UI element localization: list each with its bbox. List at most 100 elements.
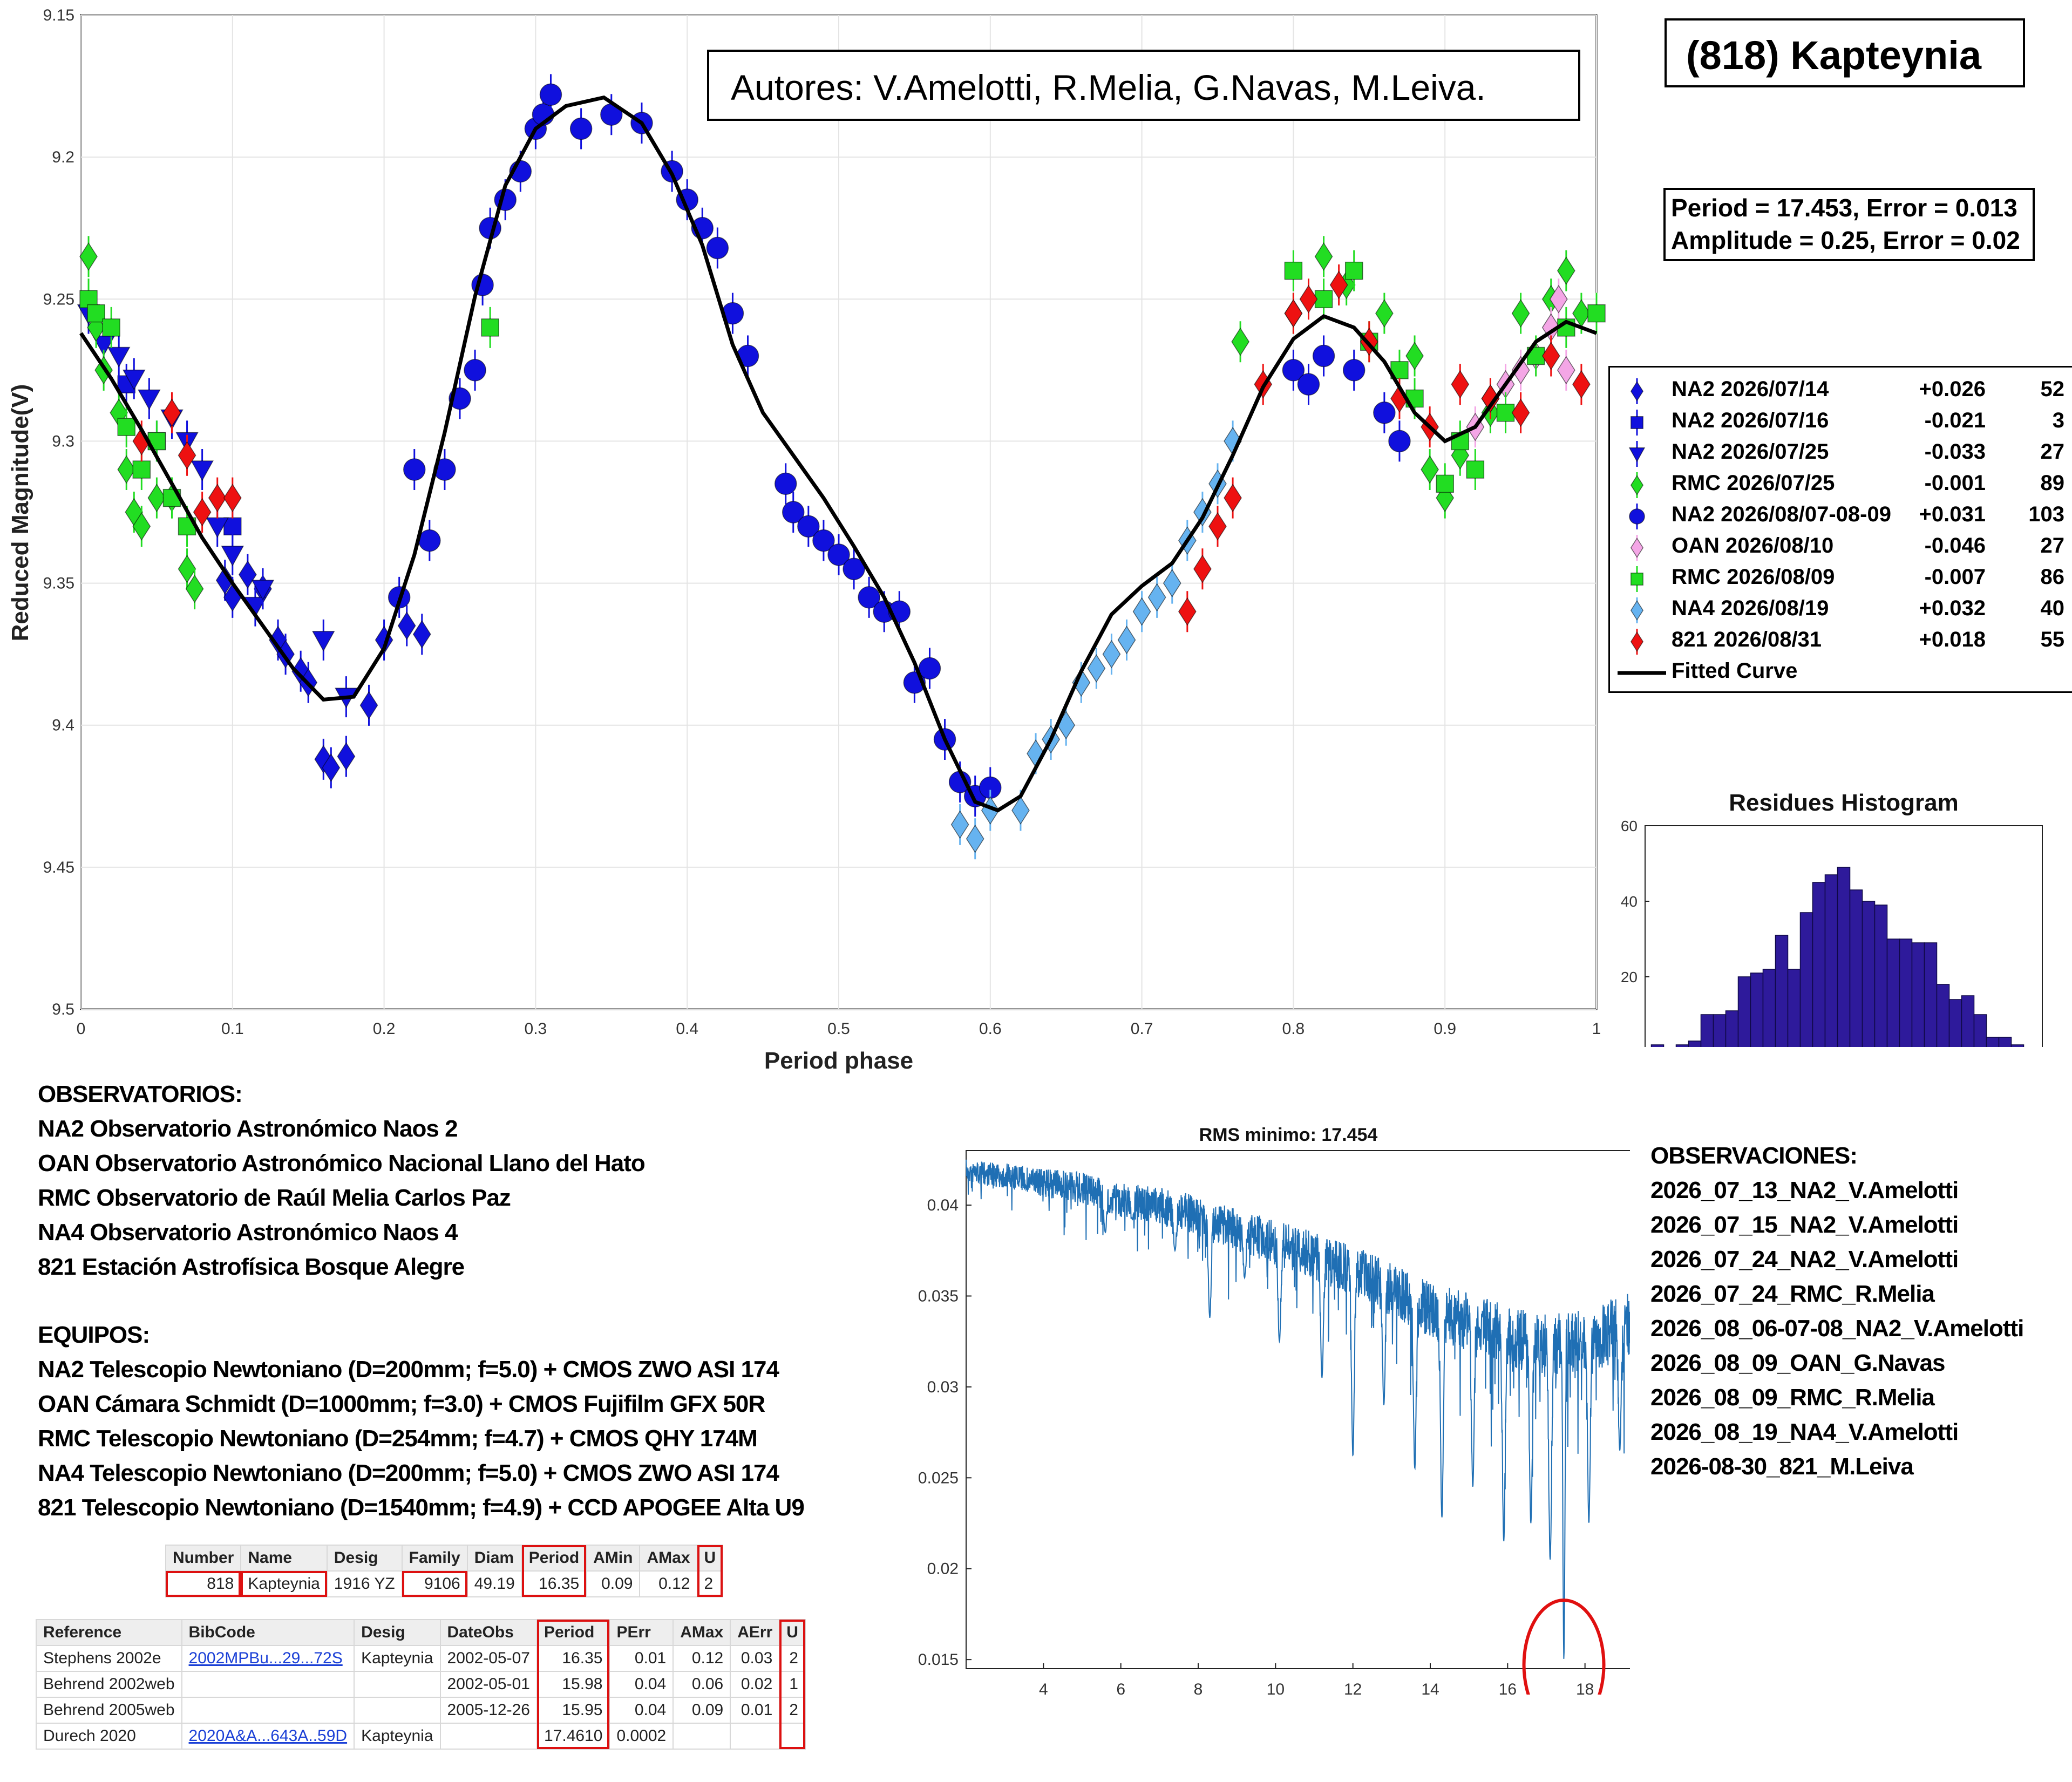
data-point bbox=[132, 512, 151, 541]
histogram-bars bbox=[1650, 867, 2025, 1047]
data-point bbox=[178, 441, 196, 470]
table-cell: 2 bbox=[779, 1645, 806, 1672]
legend-offset: -0.001 bbox=[1924, 471, 1986, 495]
histogram-bar bbox=[2010, 1044, 2025, 1047]
table-cell: 0.06 bbox=[672, 1671, 731, 1698]
bibcode-link[interactable]: 2020A&A...643A..59D bbox=[181, 1723, 355, 1750]
data-point bbox=[412, 620, 431, 649]
legend-offset: +0.018 bbox=[1919, 628, 1986, 651]
data-point bbox=[312, 631, 335, 652]
data-point bbox=[464, 359, 486, 382]
legend-offset: +0.026 bbox=[1919, 377, 1986, 401]
histogram-bar bbox=[1650, 1044, 1665, 1047]
data-point bbox=[706, 236, 729, 260]
observatorio-item: NA4 Observatorio Astronómico Naos 4 bbox=[38, 1219, 458, 1246]
data-point bbox=[782, 501, 805, 523]
data-point bbox=[1587, 304, 1606, 323]
table-cell: 2 bbox=[779, 1697, 806, 1724]
equipo-item: OAN Cámara Schmidt (D=1000mm; f=3.0) + C… bbox=[38, 1391, 765, 1417]
legend-label: OAN 2026/08/10 bbox=[1672, 534, 1834, 557]
equipos-list: NA2 Telescopio Newtoniano (D=200mm; f=5.… bbox=[38, 1352, 805, 1525]
legend-label: NA2 2026/07/25 bbox=[1672, 440, 1829, 464]
rms-y-tick-label: 0.035 bbox=[918, 1287, 959, 1305]
histogram-bar bbox=[1936, 984, 1950, 1047]
data-point bbox=[221, 546, 244, 567]
legend-label: 821 2026/08/31 bbox=[1672, 628, 1822, 651]
observatorios-title: OBSERVATORIOS: bbox=[38, 1081, 243, 1107]
x-axis-label: Period phase bbox=[764, 1048, 913, 1074]
rms-x-tick-label: 18 bbox=[1576, 1681, 1594, 1695]
data-point bbox=[950, 810, 969, 839]
lcdb-summary-table: Number Name Desig Family Diam Period AMin AMax U… bbox=[165, 1545, 724, 1597]
table-cell: 1916 YZ bbox=[326, 1570, 403, 1597]
table-header-cell: BibCode bbox=[181, 1619, 355, 1646]
table-cell: Kapteynia bbox=[354, 1645, 441, 1672]
legend-count: 86 bbox=[2040, 565, 2065, 589]
table-header-cell: Name bbox=[240, 1545, 328, 1572]
x-tick-label: 0.7 bbox=[1131, 1020, 1153, 1038]
histogram-bar bbox=[1924, 942, 1938, 1047]
table-cell: Behrend 2005web bbox=[36, 1697, 182, 1724]
histogram-y-tick-label: 20 bbox=[1621, 969, 1638, 985]
rms-area bbox=[966, 1150, 1630, 1669]
histogram-title: Residues Histogram bbox=[1729, 790, 1958, 816]
histogram-y-tick-label: 60 bbox=[1621, 818, 1638, 834]
y-tick-label: 9.25 bbox=[43, 290, 74, 308]
data-point bbox=[1231, 327, 1250, 356]
histogram-bar bbox=[1688, 1040, 1702, 1047]
histogram-bar bbox=[1725, 1010, 1739, 1047]
data-point bbox=[1344, 261, 1363, 280]
data-point bbox=[1375, 299, 1394, 328]
x-tick-label: 0.9 bbox=[1434, 1020, 1456, 1038]
data-point bbox=[812, 529, 835, 552]
lightcurve-plot: 0 0.1 0.2 0.3 0.4 0.5 0.6 0.7 0.8 0.9 1 9.15 9.2 9.25… bbox=[7, 6, 1606, 1074]
observacion-item: 2026_08_19_NA4_V.Amelotti bbox=[1650, 1419, 1959, 1445]
table-cell: 0.0002 bbox=[609, 1723, 674, 1750]
data-point bbox=[1405, 342, 1424, 370]
table-header-cell: AMax bbox=[672, 1619, 731, 1646]
data-point bbox=[1329, 270, 1348, 300]
table-cell: 49.19 bbox=[466, 1570, 522, 1597]
highlight-box bbox=[402, 1571, 467, 1597]
data-point bbox=[1373, 402, 1396, 424]
rms-x-tick-label: 16 bbox=[1499, 1681, 1517, 1695]
table-cell bbox=[354, 1697, 441, 1724]
rms-x-tick-label: 14 bbox=[1421, 1681, 1439, 1695]
legend-label: RMC 2026/08/09 bbox=[1672, 565, 1835, 589]
data-point bbox=[1132, 597, 1151, 626]
table-header-cell: AErr bbox=[730, 1619, 780, 1646]
legend-label: RMC 2026/07/25 bbox=[1672, 471, 1835, 495]
rms-y-tick-label: 0.02 bbox=[927, 1560, 959, 1578]
data-point bbox=[481, 318, 499, 337]
table-cell: 2002-05-07 bbox=[439, 1645, 538, 1672]
rms-line bbox=[966, 1159, 1630, 1659]
legend-count: 27 bbox=[2040, 440, 2065, 464]
bibcode-link[interactable]: 2002MPBu...29...72S bbox=[181, 1645, 355, 1672]
data-point bbox=[774, 472, 797, 495]
table-cell: 0.01 bbox=[609, 1645, 674, 1672]
data-point bbox=[1421, 455, 1439, 484]
table-header-cell: Number bbox=[165, 1545, 242, 1572]
data-point bbox=[1541, 342, 1560, 370]
legend-offset: +0.032 bbox=[1919, 596, 1986, 620]
data-point bbox=[1224, 484, 1242, 513]
data-point bbox=[123, 369, 146, 391]
data-point bbox=[1193, 554, 1212, 583]
legend-fit-label: Fitted Curve bbox=[1672, 659, 1798, 683]
rms-x-tick-label: 6 bbox=[1116, 1681, 1125, 1695]
table-row: Behrend 2002web 2002-05-01 15.98 0.04 0.06 0.… bbox=[36, 1671, 806, 1698]
y-tick-label: 9.2 bbox=[52, 148, 74, 166]
table-cell: Durech 2020 bbox=[36, 1723, 182, 1750]
data-point bbox=[1481, 384, 1500, 413]
rms-y-tick-label: 0.04 bbox=[927, 1196, 959, 1214]
rms-x-tick-label: 4 bbox=[1039, 1681, 1048, 1695]
rms-y-tick-label: 0.025 bbox=[918, 1469, 959, 1487]
data-point bbox=[1511, 356, 1530, 385]
observatorio-item: 821 Estación Astrofísica Bosque Alegre bbox=[38, 1254, 465, 1280]
period-text: Period = 17.453, Error = 0.013 bbox=[1671, 194, 2017, 222]
legend-label: NA4 2026/08/19 bbox=[1672, 596, 1829, 620]
data-point bbox=[1163, 569, 1181, 597]
table-cell: 818 bbox=[165, 1570, 242, 1597]
data-point bbox=[1011, 796, 1030, 825]
data-point bbox=[403, 458, 426, 481]
